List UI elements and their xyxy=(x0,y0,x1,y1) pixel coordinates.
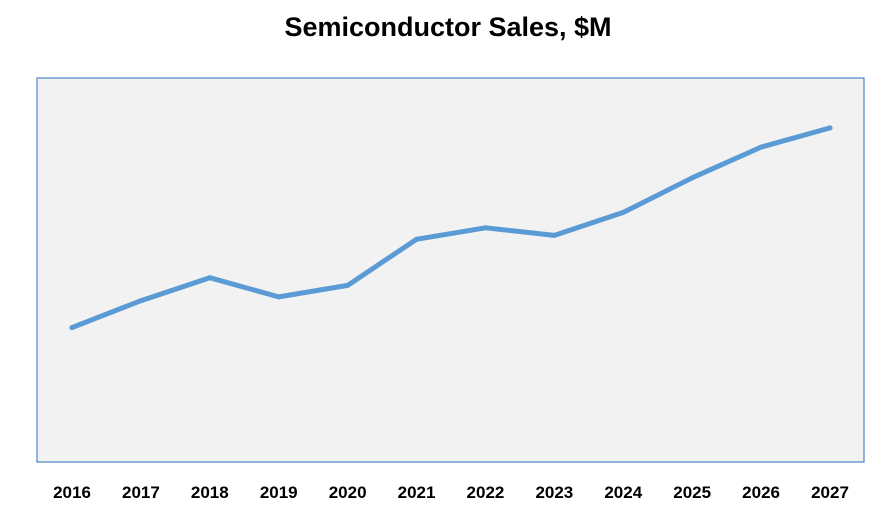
data-point-2022 xyxy=(482,225,488,231)
chart-title: Semiconductor Sales, $M xyxy=(284,12,612,42)
data-point-2026 xyxy=(758,144,764,150)
x-tick-label-2018: 2018 xyxy=(191,483,229,502)
data-point-2023 xyxy=(551,232,557,238)
x-tick-label-2024: 2024 xyxy=(604,483,642,502)
x-tick-label-2023: 2023 xyxy=(535,483,573,502)
series-layer xyxy=(69,125,833,331)
x-tick-label-2020: 2020 xyxy=(329,483,367,502)
x-tick-label-2027: 2027 xyxy=(811,483,849,502)
data-point-2019 xyxy=(276,294,282,300)
x-tick-label-2022: 2022 xyxy=(467,483,505,502)
x-tick-label-2025: 2025 xyxy=(673,483,711,502)
x-tick-label-2016: 2016 xyxy=(53,483,91,502)
data-point-2027 xyxy=(827,125,833,131)
data-point-2025 xyxy=(689,175,695,181)
data-point-2016 xyxy=(69,325,75,331)
x-tick-label-2021: 2021 xyxy=(398,483,436,502)
x-axis-tick-labels: 2016 2017 2018 2019 2020 2021 2022 2023 2024 2025… xyxy=(53,483,849,502)
x-tick-label-2026: 2026 xyxy=(742,483,780,502)
series-line-0 xyxy=(69,125,833,331)
data-point-2017 xyxy=(138,298,144,304)
data-point-2021 xyxy=(414,236,420,242)
plot-area xyxy=(36,77,865,463)
x-tick-label-2019: 2019 xyxy=(260,483,298,502)
x-tick-label-2017: 2017 xyxy=(122,483,160,502)
data-point-2020 xyxy=(345,282,351,288)
data-point-2024 xyxy=(620,209,626,215)
data-point-2018 xyxy=(207,275,213,281)
